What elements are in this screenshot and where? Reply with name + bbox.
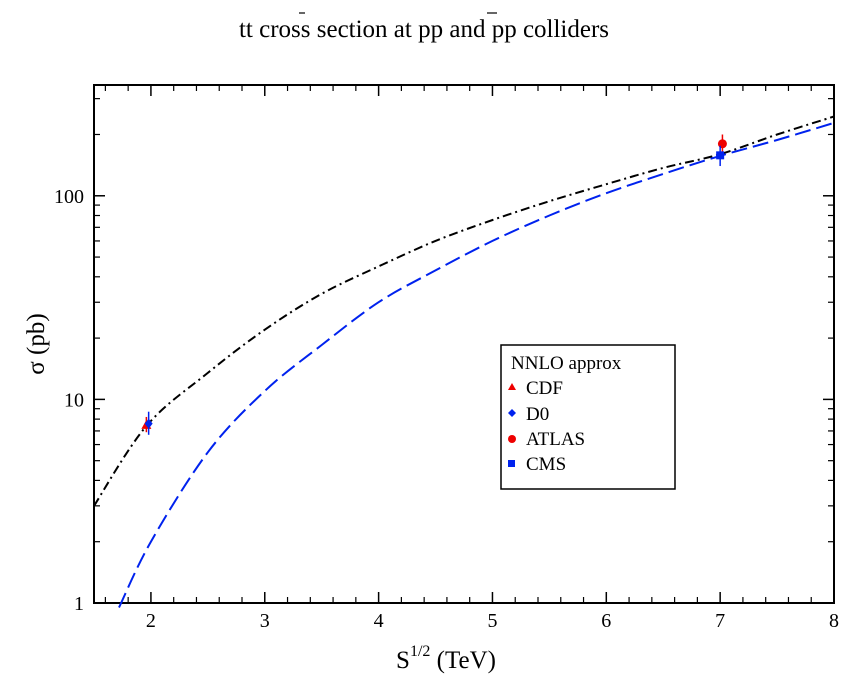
- legend-label-cdf: CDF: [526, 378, 563, 399]
- data-points: [141, 134, 727, 435]
- legend-label-d0: D0: [526, 404, 549, 425]
- legend-label-atlas: ATLAS: [526, 429, 585, 450]
- x-axis-label: S1/2 (TeV): [396, 643, 496, 674]
- chart-title: tt cross section at pp and pp colliders: [239, 12, 609, 43]
- x-tick-label: 6: [601, 610, 611, 632]
- legend-marker-cdf: [508, 383, 516, 390]
- y-tick-label: 100: [54, 186, 84, 208]
- point-atlas: [717, 139, 727, 149]
- legend-box: [500, 344, 676, 490]
- title-end: and pp colliders: [443, 16, 609, 43]
- point-d0: [144, 418, 153, 429]
- legend-marker-cms: [508, 460, 515, 467]
- svg-text:tt cross section at pp and pp: tt cross section at pp and pp colliders: [239, 16, 609, 43]
- title-p2: p: [431, 16, 444, 43]
- x-tick-label: 8: [829, 610, 839, 632]
- title-t2: t: [246, 16, 253, 43]
- plot-frame: [93, 84, 835, 604]
- nnlo-curve-dashed: [118, 121, 835, 608]
- x-tick-label: 7: [715, 610, 725, 632]
- title-mid: cross section at: [253, 16, 418, 43]
- y-tick-label: 10: [64, 389, 84, 411]
- x-tick-label: 2: [146, 610, 156, 632]
- legend: NNLO approx CDF D0 ATLAS CMS: [500, 344, 676, 490]
- nnlo-curve-dashdot: [93, 115, 835, 507]
- legend-marker-d0: [508, 409, 516, 417]
- y-axis-label: σ (pb): [23, 313, 50, 374]
- legend-marker-atlas: [508, 435, 516, 443]
- title-p1: p: [418, 16, 431, 43]
- x-tick-label: 5: [487, 610, 497, 632]
- legend-label-cms: CMS: [526, 454, 566, 475]
- curves: [93, 115, 835, 608]
- axis-ticks: 2 3 4 5 6 7 8 1 10 100: [54, 85, 839, 632]
- x-tick-label: 3: [260, 610, 270, 632]
- legend-label-nnlo: NNLO approx: [511, 353, 622, 374]
- y-tick-label: 1: [74, 593, 84, 615]
- title-t1: t: [239, 16, 246, 43]
- x-tick-label: 4: [374, 610, 384, 632]
- point-cms: [716, 151, 725, 160]
